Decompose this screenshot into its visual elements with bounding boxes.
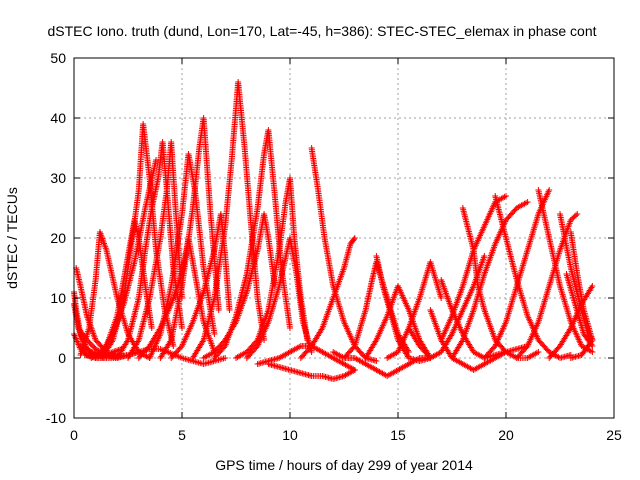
data-point-marker: [179, 325, 185, 331]
data-point-marker: [350, 236, 357, 243]
arc-series: [157, 115, 222, 361]
arc-series: [114, 139, 185, 361]
data-point-marker: [351, 367, 358, 373]
arc-series: [297, 235, 358, 361]
data-point-marker: [373, 358, 380, 364]
arc-series: [373, 253, 434, 364]
data-point-marker: [351, 235, 358, 241]
arc-series: [254, 343, 358, 373]
arc-series: [243, 235, 315, 361]
data-point-marker: [215, 307, 222, 313]
data-point-marker: [287, 325, 293, 331]
arc-series: [77, 229, 153, 361]
data-point-marker: [350, 344, 357, 351]
arc-series: [168, 211, 233, 361]
data-point-marker: [153, 157, 160, 163]
chart-title: dSTEC Iono. truth (dund, Lon=170, Lat=-4…: [47, 23, 596, 39]
arc-series: [341, 355, 434, 379]
data-point-marker: [170, 343, 177, 349]
arc-series: [211, 127, 293, 361]
arc-series: [135, 235, 218, 361]
arc-series: [384, 259, 445, 361]
data-points: [71, 79, 596, 382]
data-point-marker: [222, 355, 229, 361]
arc-series: [265, 361, 358, 382]
data-point-marker: [148, 325, 155, 331]
data-point-marker: [226, 307, 233, 313]
data-point-marker: [308, 349, 315, 355]
arc-series: [438, 193, 509, 343]
data-point-marker: [211, 331, 218, 337]
arc-series: [308, 145, 380, 364]
